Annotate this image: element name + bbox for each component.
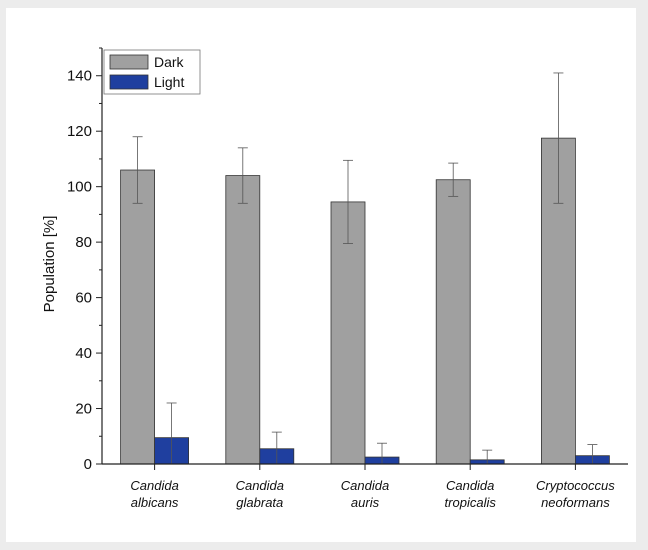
y-tick-label: 0: [84, 456, 92, 473]
bar-dark-1: [225, 175, 261, 465]
x-tick-label: Candida tropicalis: [445, 478, 497, 510]
bar-chart: 0 20 40 60 80 100 120 140 Candida albicans Candida…: [41, 47, 628, 510]
y-axis-title: Population [%]: [41, 216, 58, 313]
legend-swatch-dark: [109, 54, 149, 70]
y-tick-label: 100: [67, 179, 92, 196]
legend-label-light: Light: [154, 74, 184, 90]
legend: Dark Light: [103, 49, 201, 95]
bar-dark-3: [435, 179, 471, 465]
y-tick-label: 80: [75, 234, 92, 251]
error-bar-dark-4: [553, 72, 564, 204]
error-bar-dark-2: [343, 159, 353, 244]
legend-label-dark: Dark: [154, 54, 185, 70]
x-tick-label: Cryptococcus neoformans: [536, 478, 615, 510]
error-bar-dark-1: [237, 147, 248, 204]
y-tick-label: 40: [75, 345, 92, 362]
figure-panel: 0 20 40 60 80 100 120 140 Candida albicans Candida…: [6, 8, 636, 542]
x-tick-label: Candida albicans: [130, 478, 179, 510]
y-tick-label: 140: [67, 68, 92, 85]
bar-dark-0: [120, 169, 155, 465]
x-tick-label: Candida auris: [341, 478, 389, 510]
error-bar-dark-3: [448, 162, 459, 197]
y-tick-label: 60: [75, 290, 92, 307]
x-tick-label: Candida glabrata: [236, 478, 284, 510]
error-bar-dark-0: [132, 136, 143, 204]
axes-layer: 0 20 40 60 80 100 120 140 Candida albicans Candida…: [67, 47, 628, 510]
y-tick-label: 20: [75, 401, 92, 418]
bars-layer: [120, 72, 610, 465]
legend-swatch-light: [109, 74, 149, 90]
y-tick-label: 120: [67, 123, 92, 140]
